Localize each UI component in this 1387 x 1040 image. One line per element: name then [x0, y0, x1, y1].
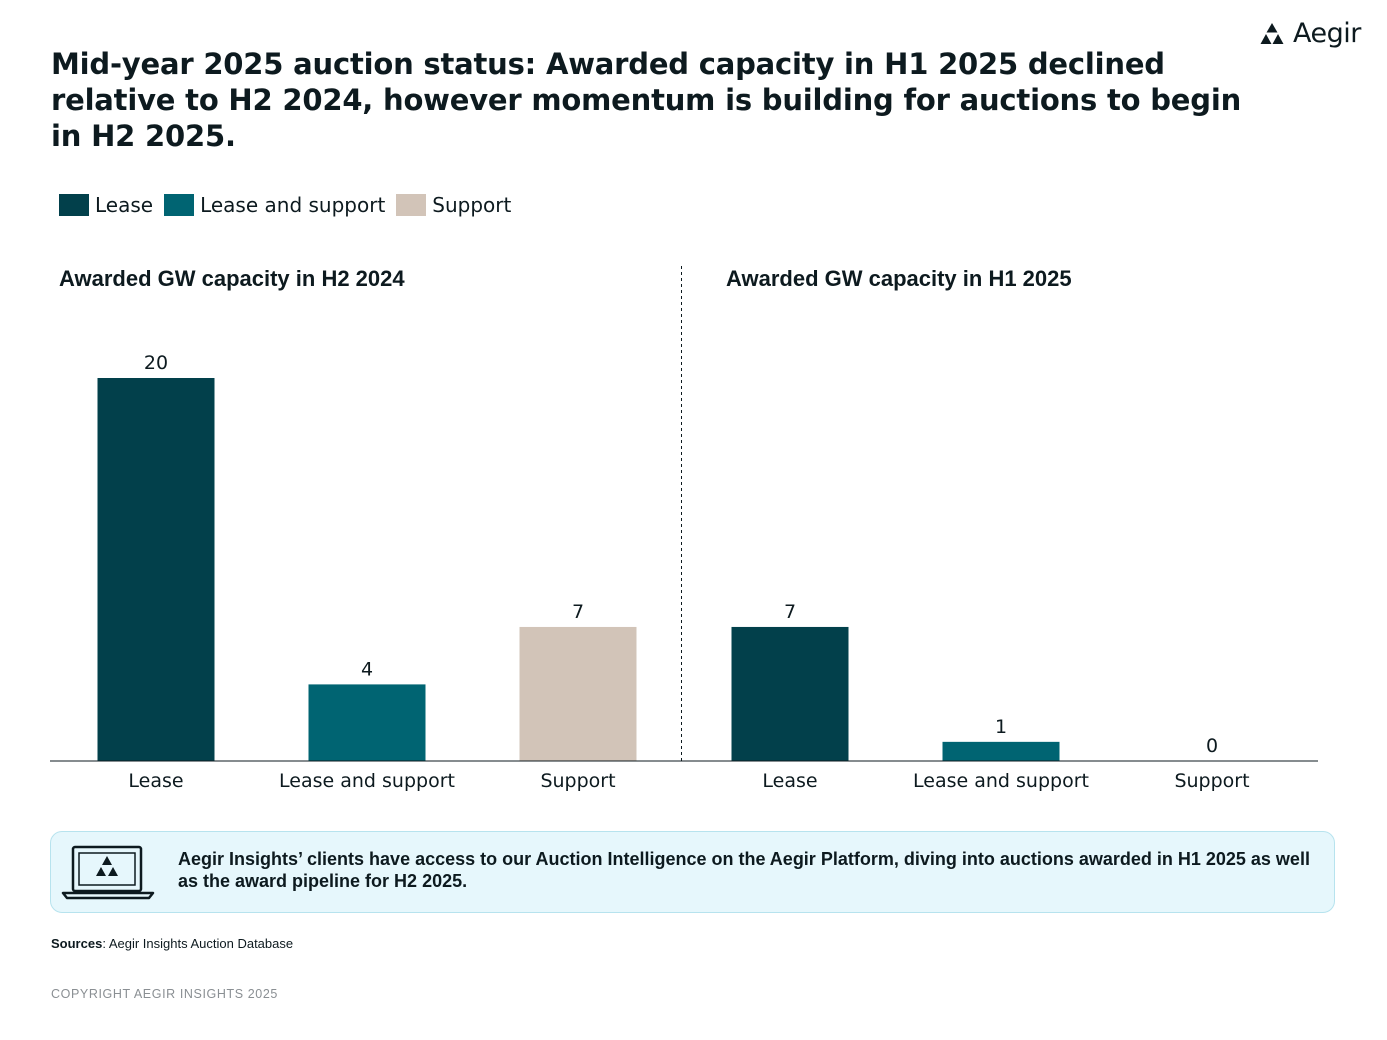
data-label-panel2-lease-and-support: 1	[995, 716, 1007, 738]
brand-name: Aegir	[1293, 18, 1361, 49]
legend-swatch-lease-and-support	[164, 194, 195, 216]
chart-legend: Lease Lease and support Support	[59, 193, 522, 217]
panel-title-h2-2024: Awarded GW capacity in H2 2024	[59, 266, 405, 291]
bar-panel2-lease	[731, 626, 849, 761]
legend-label: Lease	[95, 193, 154, 217]
aegir-logo-icon	[1260, 22, 1284, 44]
panel-title-h1-2025: Awarded GW capacity in H1 2025	[726, 266, 1072, 291]
copyright: COPYRIGHT AEGIR INSIGHTS 2025	[51, 987, 278, 1001]
tick-label-panel2-lease-and-support: Lease and support	[913, 770, 1089, 792]
legend-label: Lease and support	[200, 193, 386, 217]
info-box: Aegir Insights’ clients have access to o…	[50, 831, 1335, 913]
sources-label: Sources	[51, 936, 103, 951]
tick-label-panel2-support: Support	[1174, 770, 1249, 792]
laptop-icon	[61, 845, 155, 900]
legend-item-support: Support	[396, 193, 511, 217]
data-label-panel1-lease-and-support: 4	[361, 658, 373, 680]
data-label-panel1-lease: 20	[144, 352, 168, 374]
legend-label: Support	[432, 193, 512, 217]
bar-panel1-lease-and-support	[308, 684, 426, 761]
sources-text: : Aegir Insights Auction Database	[102, 936, 294, 951]
bar-panel1-lease	[97, 378, 215, 761]
tick-label-panel2-lease: Lease	[762, 770, 817, 792]
legend-item-lease-and-support: Lease and support	[164, 193, 385, 217]
brand-logo: Aegir	[1259, 18, 1361, 49]
bar-panel2-lease-and-support	[942, 741, 1060, 761]
tick-label-panel1-support: Support	[540, 770, 615, 792]
legend-swatch-support	[396, 194, 427, 216]
bar-panel1-support	[519, 626, 637, 761]
legend-item-lease: Lease	[59, 193, 153, 217]
data-label-panel2-support: 0	[1206, 735, 1218, 757]
legend-swatch-lease	[59, 194, 89, 216]
data-label-panel1-support: 7	[572, 601, 584, 623]
bar-chart: 20 Lease 4 Lease and support 7 Support 7 Lease 1…	[50, 266, 1318, 792]
tick-label-panel1-lease-and-support: Lease and support	[279, 770, 455, 792]
info-text: Aegir Insights’ clients have access to o…	[178, 849, 1310, 891]
page-title: Mid-year 2025 auction status: Awarded ca…	[51, 47, 1242, 153]
sources: Sources: Aegir Insights Auction Database	[51, 936, 293, 951]
data-label-panel2-lease: 7	[784, 601, 796, 623]
tick-label-panel1-lease: Lease	[128, 770, 183, 792]
